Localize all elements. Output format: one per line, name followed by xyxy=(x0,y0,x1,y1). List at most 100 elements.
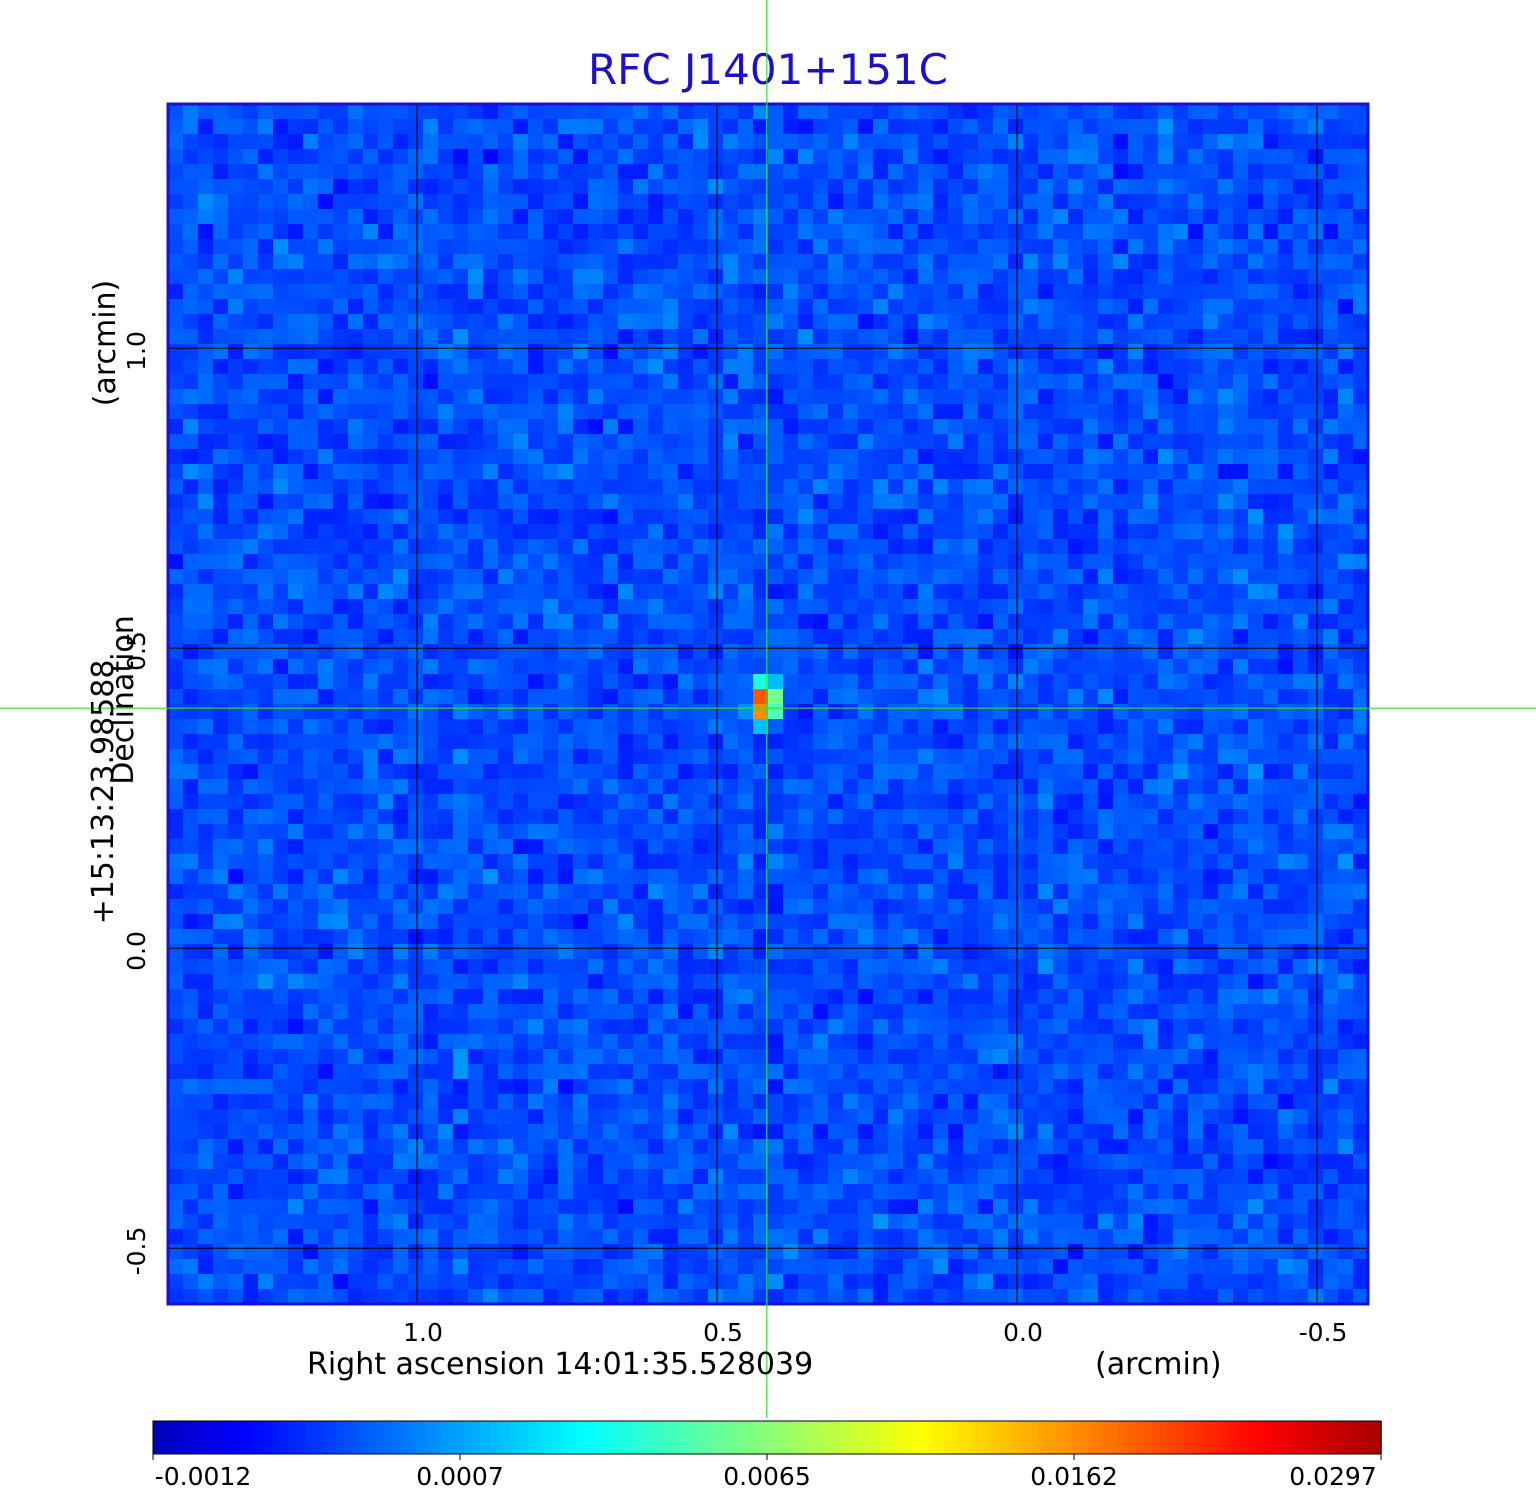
image-pixel xyxy=(438,434,454,450)
image-pixel xyxy=(333,179,349,195)
image-pixel xyxy=(258,809,274,825)
image-pixel xyxy=(648,989,664,1005)
image-pixel xyxy=(783,689,799,705)
image-pixel xyxy=(918,539,934,555)
image-pixel xyxy=(408,149,424,165)
image-pixel xyxy=(453,554,469,570)
image-pixel xyxy=(1263,794,1279,810)
image-pixel xyxy=(1308,104,1324,120)
image-pixel xyxy=(1293,239,1309,255)
image-pixel xyxy=(708,299,724,315)
image-pixel xyxy=(828,449,844,465)
image-pixel xyxy=(168,899,184,915)
image-pixel xyxy=(783,584,799,600)
image-pixel xyxy=(1023,314,1039,330)
image-pixel xyxy=(528,794,544,810)
image-pixel xyxy=(753,614,769,630)
image-pixel xyxy=(588,974,604,990)
image-pixel xyxy=(633,1034,649,1050)
image-pixel xyxy=(978,779,994,795)
image-pixel xyxy=(873,344,889,360)
image-pixel xyxy=(948,524,964,540)
image-pixel xyxy=(558,764,574,780)
image-pixel xyxy=(273,1034,289,1050)
image-pixel xyxy=(408,449,424,465)
image-pixel xyxy=(633,284,649,300)
image-pixel xyxy=(1188,494,1204,510)
image-pixel xyxy=(933,914,949,930)
image-pixel xyxy=(618,134,634,150)
image-pixel xyxy=(483,734,499,750)
image-pixel xyxy=(693,419,709,435)
image-pixel xyxy=(738,254,754,270)
image-pixel xyxy=(1083,869,1099,885)
image-pixel xyxy=(1218,734,1234,750)
image-pixel xyxy=(618,209,634,225)
image-pixel xyxy=(933,479,949,495)
image-pixel xyxy=(768,734,784,750)
image-pixel xyxy=(333,854,349,870)
image-pixel xyxy=(1293,674,1309,690)
image-pixel xyxy=(888,599,904,615)
image-pixel xyxy=(1113,434,1129,450)
image-pixel xyxy=(693,449,709,465)
image-pixel xyxy=(1233,389,1249,405)
image-pixel xyxy=(1263,959,1279,975)
image-pixel xyxy=(978,284,994,300)
image-pixel xyxy=(1233,299,1249,315)
image-pixel xyxy=(843,329,859,345)
image-pixel xyxy=(1248,539,1264,555)
image-pixel xyxy=(618,629,634,645)
image-pixel xyxy=(318,764,334,780)
image-pixel xyxy=(1083,944,1099,960)
image-pixel xyxy=(408,869,424,885)
image-pixel xyxy=(603,869,619,885)
image-pixel xyxy=(1143,239,1159,255)
image-pixel xyxy=(798,104,814,120)
image-pixel xyxy=(738,674,754,690)
image-pixel xyxy=(1278,779,1294,795)
image-pixel xyxy=(783,734,799,750)
image-pixel xyxy=(1233,779,1249,795)
image-pixel xyxy=(348,569,364,585)
image-pixel xyxy=(588,344,604,360)
image-pixel xyxy=(213,749,229,765)
image-pixel xyxy=(168,644,184,660)
image-pixel xyxy=(978,314,994,330)
image-pixel xyxy=(903,434,919,450)
image-pixel xyxy=(1173,569,1189,585)
image-pixel xyxy=(663,254,679,270)
image-pixel xyxy=(1053,584,1069,600)
image-pixel xyxy=(423,839,439,855)
image-pixel xyxy=(483,899,499,915)
image-pixel xyxy=(708,569,724,585)
image-pixel xyxy=(648,314,664,330)
image-pixel xyxy=(933,944,949,960)
image-pixel xyxy=(723,254,739,270)
image-pixel xyxy=(1248,749,1264,765)
image-pixel xyxy=(1008,689,1024,705)
image-pixel xyxy=(1323,299,1339,315)
image-pixel xyxy=(378,1004,394,1020)
image-pixel xyxy=(813,419,829,435)
image-pixel xyxy=(813,239,829,255)
image-pixel xyxy=(648,194,664,210)
image-pixel xyxy=(828,164,844,180)
image-pixel xyxy=(453,974,469,990)
image-pixel xyxy=(363,809,379,825)
image-pixel xyxy=(1143,1019,1159,1035)
image-pixel xyxy=(1128,479,1144,495)
image-pixel xyxy=(363,149,379,165)
image-pixel xyxy=(183,284,199,300)
image-pixel xyxy=(723,449,739,465)
image-pixel xyxy=(393,404,409,420)
image-pixel xyxy=(783,194,799,210)
image-pixel xyxy=(933,719,949,735)
image-pixel xyxy=(618,974,634,990)
image-pixel xyxy=(1008,764,1024,780)
image-pixel xyxy=(363,569,379,585)
image-pixel xyxy=(693,1034,709,1050)
image-pixel xyxy=(723,179,739,195)
image-pixel xyxy=(648,119,664,135)
image-pixel xyxy=(1143,164,1159,180)
